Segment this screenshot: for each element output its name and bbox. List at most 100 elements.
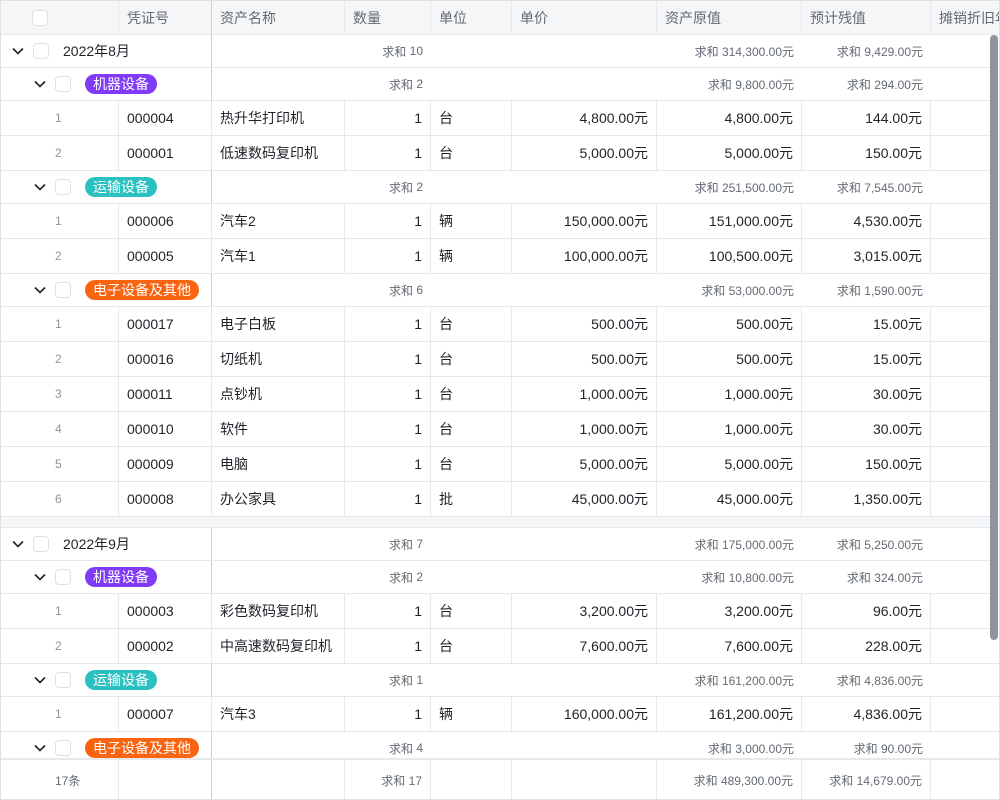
quantity-cell[interactable]: 1: [345, 447, 431, 481]
subgroup-checkbox[interactable]: [55, 740, 71, 756]
residual-value-cell[interactable]: 150.00元: [802, 447, 931, 481]
residual-value-cell[interactable]: 30.00元: [802, 377, 931, 411]
voucher-cell[interactable]: 000010: [119, 412, 212, 446]
table-row[interactable]: 1 000004 热升华打印机 1 台 4,800.00元 4,800.00元 …: [1, 101, 999, 136]
header-depreciation-years[interactable]: 摊销折旧年: [931, 1, 999, 34]
voucher-cell[interactable]: 000009: [119, 447, 212, 481]
quantity-cell[interactable]: 1: [345, 101, 431, 135]
table-row[interactable]: 1 000006 汽车2 1 辆 150,000.00元 151,000.00元…: [1, 204, 999, 239]
voucher-cell[interactable]: 000003: [119, 594, 212, 628]
table-row[interactable]: 1 000017 电子白板 1 台 500.00元 500.00元 15.00元: [1, 307, 999, 342]
chevron-down-icon[interactable]: [33, 570, 47, 584]
asset-name-cell[interactable]: 切纸机: [212, 342, 345, 376]
voucher-cell[interactable]: 000008: [119, 482, 212, 516]
quantity-cell[interactable]: 1: [345, 697, 431, 731]
residual-value-cell[interactable]: 3,015.00元: [802, 239, 931, 273]
residual-value-cell[interactable]: 4,530.00元: [802, 204, 931, 238]
chevron-down-icon[interactable]: [33, 283, 47, 297]
residual-value-cell[interactable]: 30.00元: [802, 412, 931, 446]
unit-cell[interactable]: 台: [431, 101, 512, 135]
unit-price-cell[interactable]: 4,800.00元: [512, 101, 657, 135]
original-value-cell[interactable]: 161,200.00元: [657, 697, 802, 731]
asset-name-cell[interactable]: 点钞机: [212, 377, 345, 411]
residual-value-cell[interactable]: 15.00元: [802, 307, 931, 341]
unit-cell[interactable]: 台: [431, 594, 512, 628]
unit-cell[interactable]: 台: [431, 307, 512, 341]
quantity-cell[interactable]: 1: [345, 377, 431, 411]
subgroup-checkbox[interactable]: [55, 179, 71, 195]
quantity-cell[interactable]: 1: [345, 204, 431, 238]
residual-value-cell[interactable]: 150.00元: [802, 136, 931, 170]
asset-name-cell[interactable]: 中高速数码复印机: [212, 629, 345, 663]
original-value-cell[interactable]: 500.00元: [657, 307, 802, 341]
unit-price-cell[interactable]: 1,000.00元: [512, 412, 657, 446]
quantity-cell[interactable]: 1: [345, 136, 431, 170]
subgroup-checkbox[interactable]: [55, 672, 71, 688]
unit-price-cell[interactable]: 3,200.00元: [512, 594, 657, 628]
unit-price-cell[interactable]: 500.00元: [512, 307, 657, 341]
table-row[interactable]: 6 000008 办公家具 1 批 45,000.00元 45,000.00元 …: [1, 482, 999, 517]
unit-price-cell[interactable]: 5,000.00元: [512, 447, 657, 481]
group-checkbox[interactable]: [33, 43, 49, 59]
asset-name-cell[interactable]: 低速数码复印机: [212, 136, 345, 170]
subgroup-checkbox[interactable]: [55, 569, 71, 585]
quantity-cell[interactable]: 1: [345, 307, 431, 341]
table-row[interactable]: 3 000011 点钞机 1 台 1,000.00元 1,000.00元 30.…: [1, 377, 999, 412]
asset-name-cell[interactable]: 彩色数码复印机: [212, 594, 345, 628]
table-row[interactable]: 5 000009 电脑 1 台 5,000.00元 5,000.00元 150.…: [1, 447, 999, 482]
residual-value-cell[interactable]: 96.00元: [802, 594, 931, 628]
unit-price-cell[interactable]: 1,000.00元: [512, 377, 657, 411]
original-value-cell[interactable]: 4,800.00元: [657, 101, 802, 135]
header-original-value[interactable]: 资产原值: [657, 1, 802, 34]
voucher-cell[interactable]: 000001: [119, 136, 212, 170]
chevron-down-icon[interactable]: [11, 537, 25, 551]
voucher-cell[interactable]: 000007: [119, 697, 212, 731]
unit-cell[interactable]: 台: [431, 342, 512, 376]
unit-cell[interactable]: 台: [431, 447, 512, 481]
quantity-cell[interactable]: 1: [345, 594, 431, 628]
unit-price-cell[interactable]: 160,000.00元: [512, 697, 657, 731]
unit-price-cell[interactable]: 500.00元: [512, 342, 657, 376]
voucher-cell[interactable]: 000016: [119, 342, 212, 376]
table-row[interactable]: 1 000007 汽车3 1 辆 160,000.00元 161,200.00元…: [1, 697, 999, 732]
header-unit[interactable]: 单位: [431, 1, 512, 34]
unit-cell[interactable]: 辆: [431, 204, 512, 238]
unit-price-cell[interactable]: 5,000.00元: [512, 136, 657, 170]
unit-cell[interactable]: 台: [431, 136, 512, 170]
header-voucher[interactable]: 凭证号: [119, 1, 212, 34]
voucher-cell[interactable]: 000005: [119, 239, 212, 273]
header-residual-value[interactable]: 预计残值: [802, 1, 931, 34]
chevron-down-icon[interactable]: [33, 673, 47, 687]
original-value-cell[interactable]: 5,000.00元: [657, 136, 802, 170]
original-value-cell[interactable]: 1,000.00元: [657, 377, 802, 411]
unit-cell[interactable]: 批: [431, 482, 512, 516]
table-row[interactable]: 2 000001 低速数码复印机 1 台 5,000.00元 5,000.00元…: [1, 136, 999, 171]
quantity-cell[interactable]: 1: [345, 412, 431, 446]
unit-cell[interactable]: 台: [431, 412, 512, 446]
chevron-down-icon[interactable]: [11, 44, 25, 58]
unit-cell[interactable]: 辆: [431, 697, 512, 731]
voucher-cell[interactable]: 000017: [119, 307, 212, 341]
voucher-cell[interactable]: 000002: [119, 629, 212, 663]
vertical-scrollbar[interactable]: [990, 35, 998, 640]
table-row[interactable]: 2 000005 汽车1 1 辆 100,000.00元 100,500.00元…: [1, 239, 999, 274]
original-value-cell[interactable]: 7,600.00元: [657, 629, 802, 663]
table-row[interactable]: 2 000016 切纸机 1 台 500.00元 500.00元 15.00元: [1, 342, 999, 377]
subgroup-checkbox[interactable]: [55, 282, 71, 298]
quantity-cell[interactable]: 1: [345, 629, 431, 663]
header-quantity[interactable]: 数量: [345, 1, 431, 34]
chevron-down-icon[interactable]: [33, 180, 47, 194]
unit-price-cell[interactable]: 45,000.00元: [512, 482, 657, 516]
voucher-cell[interactable]: 000011: [119, 377, 212, 411]
residual-value-cell[interactable]: 4,836.00元: [802, 697, 931, 731]
table-row[interactable]: 1 000003 彩色数码复印机 1 台 3,200.00元 3,200.00元…: [1, 594, 999, 629]
quantity-cell[interactable]: 1: [345, 482, 431, 516]
group-checkbox[interactable]: [33, 536, 49, 552]
original-value-cell[interactable]: 1,000.00元: [657, 412, 802, 446]
residual-value-cell[interactable]: 1,350.00元: [802, 482, 931, 516]
voucher-cell[interactable]: 000004: [119, 101, 212, 135]
residual-value-cell[interactable]: 144.00元: [802, 101, 931, 135]
quantity-cell[interactable]: 1: [345, 239, 431, 273]
asset-name-cell[interactable]: 软件: [212, 412, 345, 446]
asset-name-cell[interactable]: 汽车2: [212, 204, 345, 238]
